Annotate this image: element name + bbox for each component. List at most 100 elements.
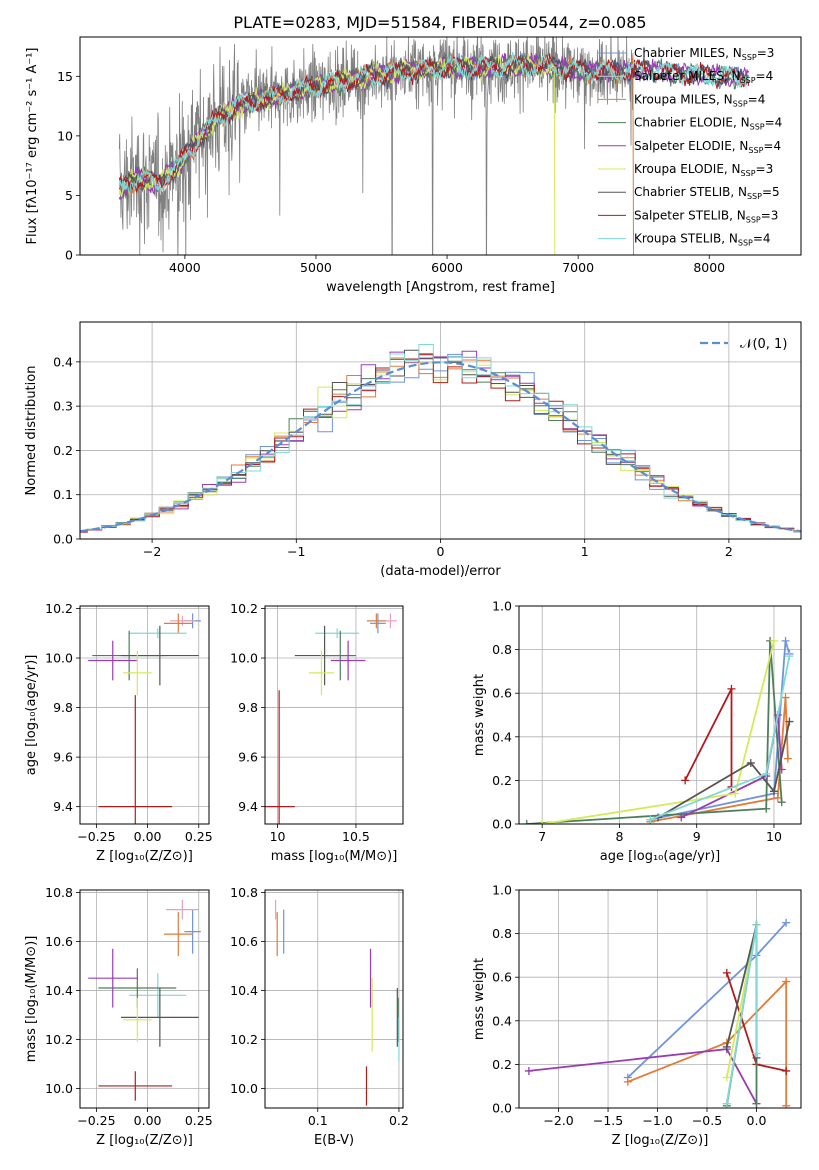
weight-marker (752, 1099, 761, 1108)
y-tick-label: 0.2 (492, 773, 512, 788)
weight-marker (769, 636, 778, 645)
y-tick-label: 10.0 (45, 651, 73, 666)
histogram-series (80, 354, 801, 533)
x-tick-label: −0.25 (77, 1113, 115, 1128)
errorbar-point (370, 613, 386, 634)
panel-spectrum: 4000 5000 6000 7000 8000 0 5 10 15 wavelength [An… (25, 36, 802, 295)
weight-series-line (684, 688, 733, 787)
axes-frame (518, 605, 802, 825)
y-tick-label: 9.8 (53, 700, 73, 715)
x-tick-label: 10 (270, 829, 286, 844)
x-tick-label: 0.1 (308, 1113, 328, 1128)
x-tick-label: −1.0 (642, 1113, 672, 1128)
weight-series-line (650, 640, 791, 821)
x-tick-label: −2.0 (543, 1113, 573, 1128)
legend-entry: Salpeter STELIB, NSSP=3 (634, 208, 778, 224)
y-tick-label: 0.8 (492, 642, 512, 657)
legend-entry: Kroupa ELODIE, NSSP=3 (634, 162, 773, 178)
y-tick-label: 9.4 (238, 799, 258, 814)
x-tick-label: 10.5 (342, 829, 370, 844)
axes-frame (79, 605, 210, 825)
x-tick-label: 0.25 (185, 1113, 213, 1128)
y-tick-label: 0.4 (492, 1013, 512, 1028)
y-tick-label: 0.0 (53, 532, 73, 547)
errorbar-point (308, 650, 334, 696)
axes-frame (264, 889, 404, 1109)
weight-marker (781, 636, 790, 645)
plot-area-residuals (80, 344, 801, 533)
weight-marker (785, 717, 794, 726)
spectrum-legend: Chabrier MILES, NSSP=3 Salpeter MILES, NS… (598, 46, 782, 248)
errorbar-point (123, 650, 152, 696)
y-tick-label: 10.0 (230, 1081, 258, 1096)
weight-series-line (657, 721, 791, 819)
errorbar-point (184, 909, 201, 954)
weight-marker (769, 787, 778, 796)
y-axis-label: Flux [fλ10⁻¹⁷ erg cm⁻² s⁻¹ A⁻¹] (25, 48, 40, 245)
x-axis-label: (data-model)/error (380, 564, 501, 579)
panel-weight_vs_Z: −2.0 −1.5 −1.0 −0.5 0.0 0.0 0.2 0.4 0.6 0.8 1.0 Z [… (472, 883, 802, 1148)
x-tick-label: 0.2 (389, 1113, 409, 1128)
legend-entry: Salpeter MILES, NSSP=4 (634, 69, 773, 85)
y-tick-label: 0.8 (492, 926, 512, 941)
x-axis-label: age [log₁₀(age/yr)] (600, 849, 721, 864)
y-tick-label: 10.2 (45, 601, 73, 616)
panel-age_vs_mass: 10 10.5 9.4 9.6 9.8 10.0 10.2 mass [log₁₀(M/M⊙)… (230, 601, 404, 864)
legend-entry: Kroupa STELIB, NSSP=4 (634, 232, 771, 248)
model-spectrum-line (118, 51, 750, 196)
weight-marker (752, 920, 761, 929)
errorbar-point (98, 1071, 173, 1101)
weight-marker (681, 776, 690, 785)
legend-entry: Chabrier ELODIE, NSSP=4 (634, 116, 782, 132)
y-tick-label: 0.0 (492, 817, 512, 832)
figure-title: PLATE=0283, MJD=51584, FIBERID=0544, z=0… (233, 13, 646, 32)
errorbar-point (123, 997, 152, 1042)
errorbar-point (129, 628, 187, 639)
x-tick-label: −2 (143, 544, 161, 559)
x-tick-label: −0.5 (692, 1113, 722, 1128)
errorbar-point (166, 899, 199, 920)
y-tick-label: 10.8 (230, 885, 258, 900)
y-axis-label: Normed distribution (24, 366, 39, 496)
y-axis-label: age [log₁₀(age/yr)] (24, 655, 39, 776)
plot-area-weight_vs_Z (524, 918, 791, 1108)
weight-series-line (650, 697, 789, 823)
x-axis-label: Z [log₁₀(Z/Z⊙)] (612, 1133, 709, 1148)
weight-marker (623, 1077, 632, 1086)
legend-entry: Kroupa MILES, NSSP=4 (634, 92, 765, 108)
weight-marker (782, 1066, 791, 1075)
y-tick-label: 10 (57, 128, 73, 143)
y-tick-label: 0.4 (53, 354, 73, 369)
y-tick-label: 10.2 (230, 1032, 258, 1047)
errorbar-point (384, 613, 397, 629)
x-tick-label: 0.00 (134, 1113, 162, 1128)
errorbar-point (88, 948, 138, 1008)
x-tick-label: 4000 (169, 260, 201, 275)
weight-marker (785, 652, 794, 661)
y-tick-label: 0 (65, 248, 73, 263)
errorbar-point (324, 630, 356, 681)
axes-frame (264, 605, 404, 825)
x-tick-label: 10 (766, 829, 782, 844)
x-tick-label: 6000 (431, 260, 463, 275)
y-tick-label: 0.6 (492, 970, 512, 985)
x-tick-label: 7000 (562, 260, 594, 275)
weight-marker (746, 758, 755, 767)
residual-legend: 𝒩(0, 1) (700, 337, 787, 352)
x-tick-label: −0.25 (77, 829, 115, 844)
errorbar-point (163, 613, 193, 634)
errorbar-point (366, 613, 386, 629)
plot-area-age_vs_mass (265, 613, 397, 824)
x-tick-label: 8000 (693, 260, 725, 275)
weight-marker (727, 684, 736, 693)
x-tick-label: −1 (287, 544, 305, 559)
axes-frame (79, 36, 802, 256)
weight-marker (524, 1066, 533, 1075)
y-axis-label: mass weight (472, 958, 487, 1040)
histogram-series (80, 358, 801, 533)
y-tick-label: 15 (57, 69, 73, 84)
weight-marker (722, 968, 731, 977)
panel-residuals: −2 −1 0 1 2 0.0 0.1 0.2 0.3 0.4 (data-model)/error… (24, 321, 802, 579)
panel-mass_vs_Z: −0.25 0.00 0.25 10.0 10.2 10.4 10.6 10.8 Z [log₁… (24, 885, 213, 1148)
